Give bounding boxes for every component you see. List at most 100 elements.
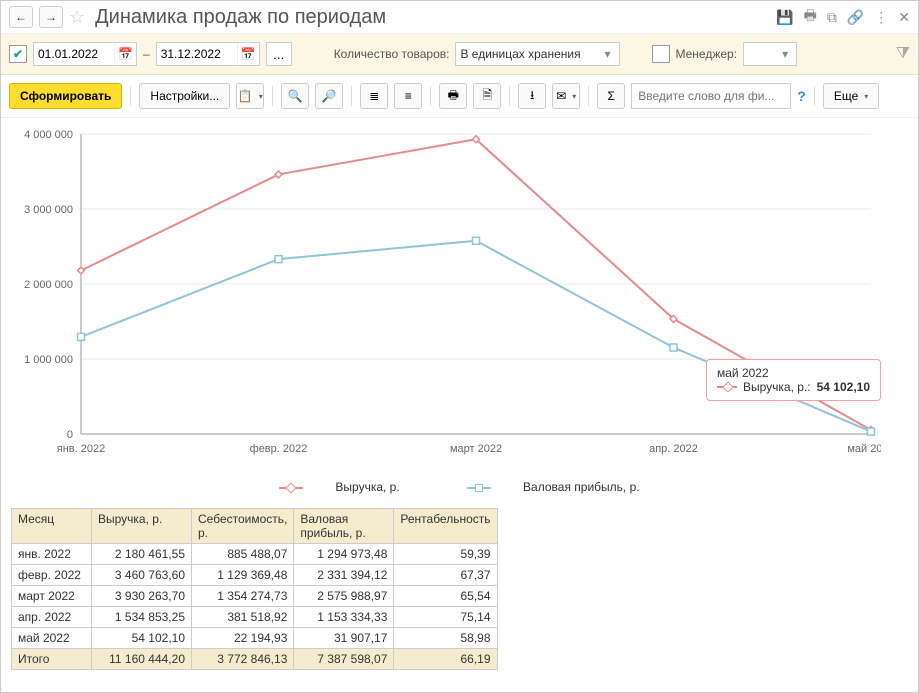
table-cell: 75,14 [394,607,497,628]
table-cell: 11 160 444,20 [92,649,192,670]
variants-button[interactable]: 📋▾ [236,83,264,109]
chevron-down-icon: ▾ [778,47,792,61]
svg-text:янв. 2022: янв. 2022 [57,443,105,455]
more-icon[interactable]: ⋮ [874,9,888,26]
table-cell: 3 930 263,70 [92,586,192,607]
tooltip-title: май 2022 [717,366,870,380]
collapse-button[interactable]: ≡ [394,83,422,109]
svg-text:май 2022: май 2022 [847,443,881,455]
table-cell: 1 294 973,48 [294,544,394,565]
table-row[interactable]: май 202254 102,1022 194,9331 907,1758,98 [12,628,498,649]
print-button[interactable]: 🖶 [439,83,467,109]
table-cell: 65,54 [394,586,497,607]
table-cell: 2 331 394,12 [294,565,394,586]
tooltip-value: 54 102,10 [817,380,870,394]
settings-button[interactable]: Настройки... [139,83,230,109]
table-cell: 1 153 334,33 [294,607,394,628]
table-cell: 22 194,93 [192,628,294,649]
table-cell: 1 129 369,48 [192,565,294,586]
data-table: МесяцВыручка, р.Себестоимость, р.Валовая… [11,508,498,670]
calendar-icon[interactable]: 📅 [114,43,136,65]
table-cell: 3 772 846,13 [192,649,294,670]
table-total-row: Итого11 160 444,203 772 846,137 387 598,… [12,649,498,670]
qty-select[interactable]: В единицах хранения ▾ [455,42,619,66]
manager-checkbox[interactable]: ✔ [652,45,670,63]
save-button[interactable]: ⭳ [518,83,546,109]
table-cell: март 2022 [12,586,92,607]
period-checkbox[interactable]: ✔ [9,45,27,63]
legend-marker-icon [279,487,303,489]
table-cell: май 2022 [12,628,92,649]
email-button[interactable]: ✉▾ [552,83,580,109]
line-chart: 01 000 0002 000 0003 000 0004 000 000янв… [11,124,881,464]
tooltip-series: Выручка, р.: [743,380,811,394]
chevron-down-icon: ▾ [600,47,614,61]
chart-tooltip: май 2022 Выручка, р.: 54 102,10 [706,359,881,401]
svg-text:2 000 000: 2 000 000 [24,279,73,291]
page-title: Динамика продаж по периодам [95,6,770,29]
table-row[interactable]: янв. 20222 180 461,55885 488,071 294 973… [12,544,498,565]
tooltip-marker-icon [717,386,737,388]
table-cell: 3 460 763,60 [92,565,192,586]
preview-icon[interactable]: ⧉ [827,9,837,26]
report-content: 01 000 0002 000 0003 000 0004 000 000янв… [1,118,918,692]
table-cell: февр. 2022 [12,565,92,586]
svg-text:март 2022: март 2022 [450,443,502,455]
search-input[interactable] [631,83,791,109]
date-to-field[interactable]: 📅 [156,42,260,66]
table-cell: 67,37 [394,565,497,586]
table-cell: апр. 2022 [12,607,92,628]
table-cell: 885 488,07 [192,544,294,565]
table-header: Себестоимость, р. [192,509,294,544]
table-header: Выручка, р. [92,509,192,544]
table-cell: 59,39 [394,544,497,565]
date-from-field[interactable]: 📅 [33,42,137,66]
filter-icon[interactable]: ⧩ [896,45,910,63]
table-cell: 7 387 598,07 [294,649,394,670]
expand-button[interactable]: ≣ [360,83,388,109]
favorite-icon[interactable]: ☆ [69,7,85,28]
generate-button[interactable]: Сформировать [9,83,122,109]
toolbar: Сформировать Настройки... 📋▾ 🔍 🔎 ≣ ≡ 🖶 🗎… [1,75,918,118]
chart-area: 01 000 0002 000 0003 000 0004 000 000янв… [11,124,881,484]
legend-marker-icon [467,487,491,489]
find-cancel-button[interactable]: 🔎 [315,83,343,109]
back-button[interactable]: ← [9,6,33,28]
qty-value: В единицах хранения [460,47,600,61]
table-row[interactable]: март 20223 930 263,701 354 274,732 575 9… [12,586,498,607]
table-cell: 66,19 [394,649,497,670]
table-cell: 2 180 461,55 [92,544,192,565]
preview-button[interactable]: 🗎 [473,83,501,109]
table-cell: 1 534 853,25 [92,607,192,628]
print-icon[interactable]: 🖶 [804,5,817,29]
table-cell: Итого [12,649,92,670]
qty-label: Количество товаров: [334,47,450,61]
title-actions: 💾 🖶 ⧉ 🔗 ⋮ ✕ [776,5,910,29]
svg-text:апр. 2022: апр. 2022 [649,443,698,455]
table-cell: 2 575 988,97 [294,586,394,607]
table-header: Месяц [12,509,92,544]
more-button[interactable]: Еще▾ [823,83,879,109]
table-row[interactable]: февр. 20223 460 763,601 129 369,482 331 … [12,565,498,586]
svg-text:февр. 2022: февр. 2022 [250,443,308,455]
close-icon[interactable]: ✕ [898,9,910,26]
period-picker-button[interactable]: ... [266,42,292,66]
date-to-input[interactable] [157,47,237,61]
calendar-icon[interactable]: 📅 [237,43,259,65]
find-button[interactable]: 🔍 [281,83,309,109]
table-row[interactable]: апр. 20221 534 853,25381 518,921 153 334… [12,607,498,628]
help-icon[interactable]: ? [797,88,806,104]
date-separator: – [143,47,150,61]
manager-select[interactable]: ▾ [743,42,797,66]
table-header: Рентабельность [394,509,497,544]
forward-button[interactable]: → [39,6,63,28]
svg-text:4 000 000: 4 000 000 [24,129,73,141]
save-icon[interactable]: 💾 [776,9,793,26]
filter-bar: ✔ 📅 – 📅 ... Количество товаров: В единиц… [1,34,918,75]
date-from-input[interactable] [34,47,114,61]
link-icon[interactable]: 🔗 [847,9,864,26]
sum-button[interactable]: Σ [597,83,625,109]
titlebar: ← → ☆ Динамика продаж по периодам 💾 🖶 ⧉ … [1,1,918,34]
table-cell: 381 518,92 [192,607,294,628]
app-window: ← → ☆ Динамика продаж по периодам 💾 🖶 ⧉ … [0,0,919,693]
